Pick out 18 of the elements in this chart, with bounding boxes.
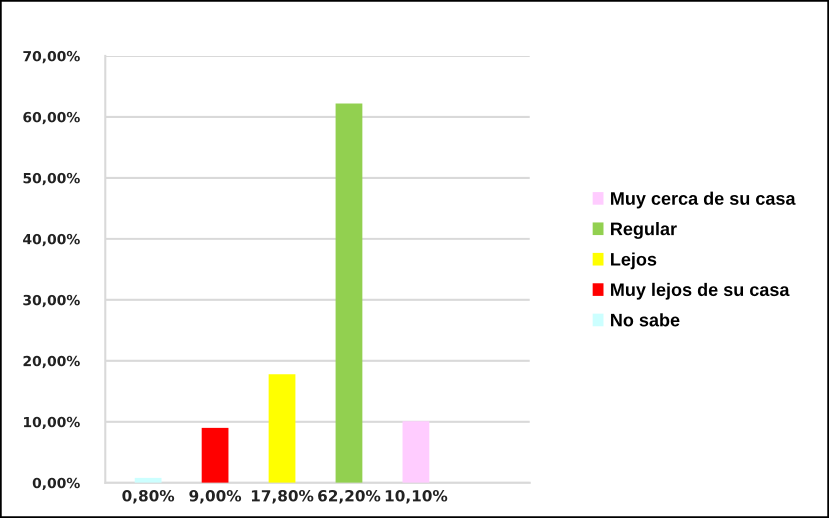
- data-label: 9,00%: [189, 490, 242, 504]
- y-tick-label: 70,00%: [23, 50, 80, 64]
- legend-label: Muy lejos de su casa: [611, 282, 790, 300]
- y-tick-label: 10,00%: [24, 416, 80, 430]
- data-label: 10,10%: [386, 490, 448, 504]
- legend-label: Muy cerca de su casa: [611, 192, 796, 208]
- data-label: 0,80%: [122, 490, 174, 504]
- legend-label: No sabe: [611, 313, 680, 326]
- y-tick-label: 60,00%: [23, 112, 80, 124]
- y-tick-label: 50,00%: [24, 172, 80, 186]
- y-tick-label: 30,00%: [23, 294, 80, 308]
- legend-label: Lejos: [611, 252, 656, 270]
- y-tick-label: 40,00%: [23, 234, 80, 246]
- data-label: 17,80%: [252, 490, 314, 504]
- legend-label: Regular: [611, 222, 677, 239]
- y-tick-label: 20,00%: [24, 356, 80, 368]
- data-label: 62,20%: [318, 490, 380, 504]
- y-tick-label: 0,00%: [32, 478, 80, 490]
